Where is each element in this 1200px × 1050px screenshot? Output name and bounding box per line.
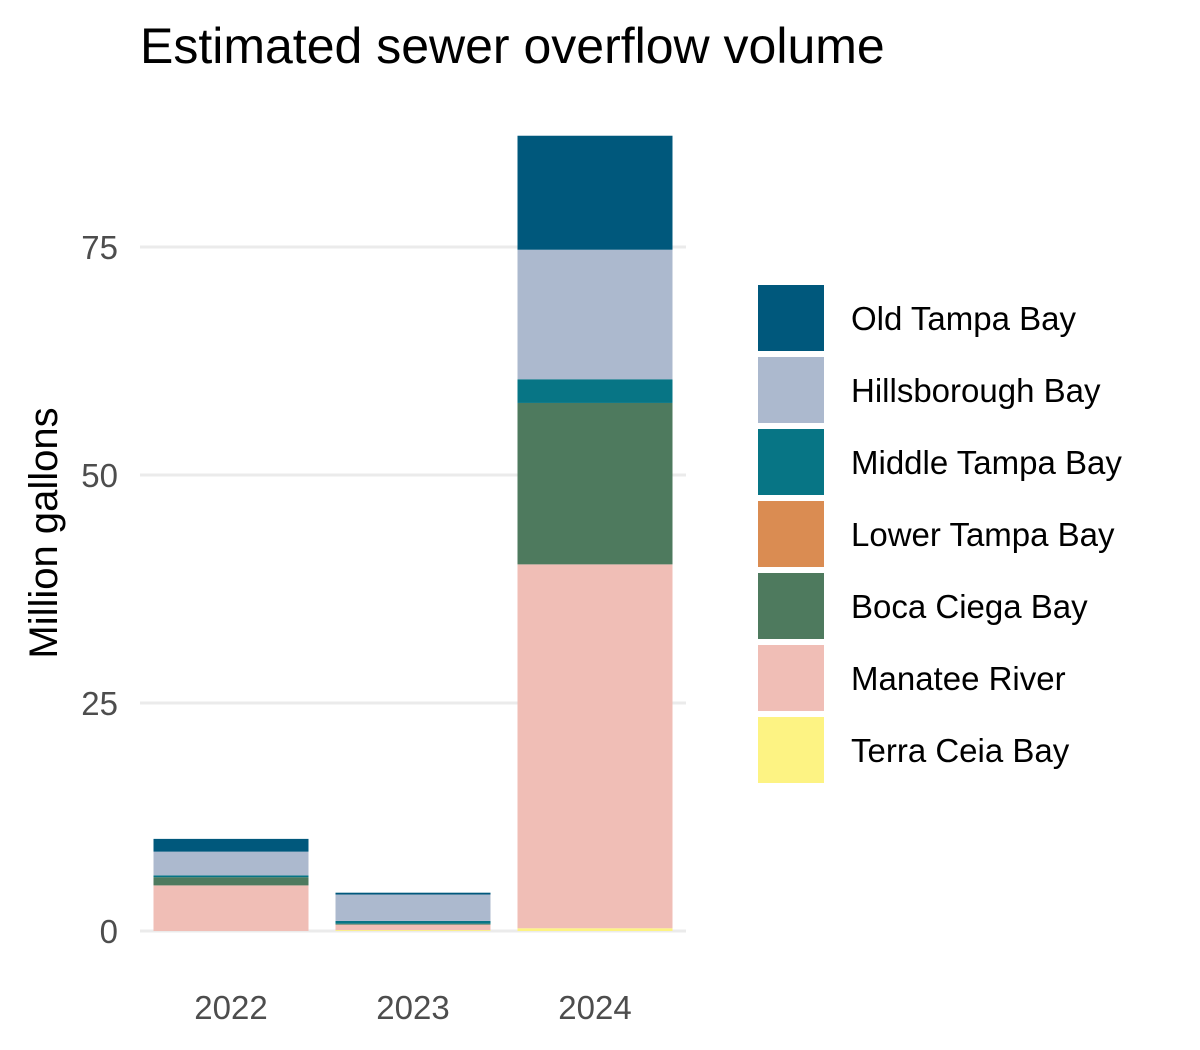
legend-label-old-tampa-bay: Old Tampa Bay: [851, 300, 1077, 337]
bar-2024-boca-ciega-bay: [517, 402, 673, 565]
legend-key-hillsborough-bay: [758, 357, 824, 423]
legend-label-manatee-river: Manatee River: [851, 660, 1066, 697]
y-axis-title: Million gallons: [22, 407, 66, 658]
bar-2024-old-tampa-bay: [517, 135, 673, 250]
legend-key-boca-ciega-bay: [758, 573, 824, 639]
bar-2023-boca-ciega-bay: [335, 923, 491, 925]
bar-2022-hillsborough-bay: [153, 851, 309, 876]
bar-2022-boca-ciega-bay: [153, 877, 309, 886]
legend-label-boca-ciega-bay: Boca Ciega Bay: [851, 588, 1088, 625]
y-tick-label-0: 0: [100, 913, 118, 950]
bar-2023-terra-ceia-bay: [335, 930, 491, 931]
bar-2024-middle-tampa-bay: [517, 379, 673, 403]
x-tick-label-2022: 2022: [194, 989, 267, 1026]
y-axis-ticks: 0 25 50 75: [81, 229, 118, 950]
bar-2022-old-tampa-bay: [153, 838, 309, 852]
bar-2023-hillsborough-bay: [335, 894, 491, 921]
y-tick-label-75: 75: [81, 229, 118, 266]
bar-2022-manatee-river: [153, 885, 309, 931]
bar-2023-middle-tampa-bay: [335, 920, 491, 924]
legend-label-middle-tampa-bay: Middle Tampa Bay: [851, 444, 1122, 481]
bar-2024-terra-ceia-bay: [517, 928, 673, 931]
x-tick-label-2024: 2024: [558, 989, 631, 1026]
bar-2023-old-tampa-bay: [335, 892, 491, 895]
bar-2024-manatee-river: [517, 564, 673, 929]
bars: [153, 135, 673, 931]
chart-title: Estimated sewer overflow volume: [140, 18, 885, 74]
legend: Old Tampa Bay Hillsborough Bay Middle Tamp…: [758, 285, 1122, 783]
y-tick-label-50: 50: [81, 457, 118, 494]
bar-2024-hillsborough-bay: [517, 249, 673, 380]
legend-key-manatee-river: [758, 645, 824, 711]
legend-label-lower-tampa-bay: Lower Tampa Bay: [851, 516, 1115, 553]
legend-key-lower-tampa-bay: [758, 501, 824, 567]
bar-2023-manatee-river: [335, 924, 491, 931]
x-tick-label-2023: 2023: [376, 989, 449, 1026]
y-tick-label-25: 25: [81, 685, 118, 722]
bar-2022-middle-tampa-bay: [153, 875, 309, 878]
legend-label-terra-ceia-bay: Terra Ceia Bay: [851, 732, 1070, 769]
x-axis-ticks: 2022 2023 2024: [194, 989, 631, 1026]
legend-key-old-tampa-bay: [758, 285, 824, 351]
legend-key-terra-ceia-bay: [758, 717, 824, 783]
legend-key-middle-tampa-bay: [758, 429, 824, 495]
legend-label-hillsborough-bay: Hillsborough Bay: [851, 372, 1101, 409]
